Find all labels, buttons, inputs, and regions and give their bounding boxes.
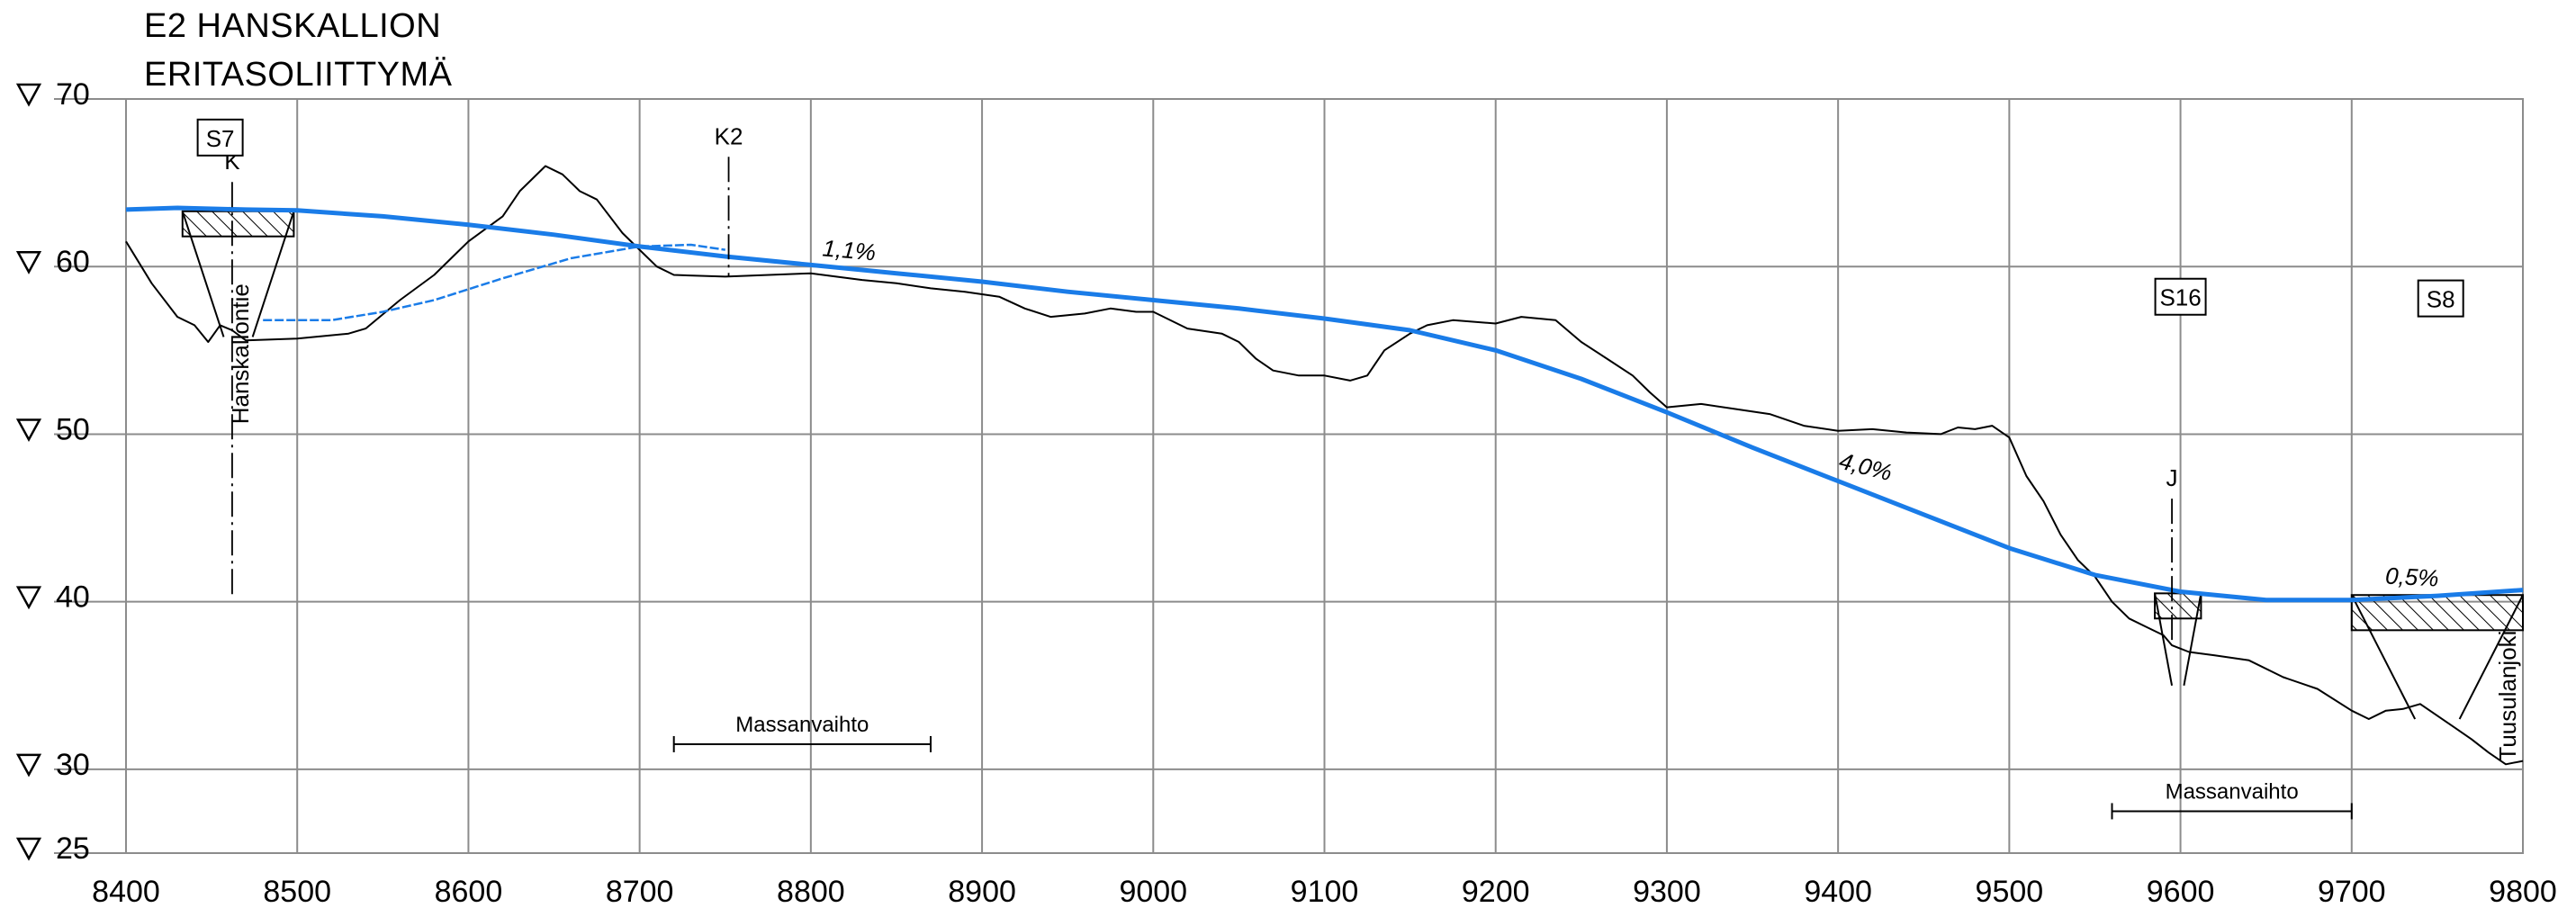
elevation-triangle-icon	[15, 250, 42, 274]
elevation-triangle-icon	[15, 418, 42, 443]
y-tick-label: 70	[56, 77, 90, 112]
cross-section-slope	[2350, 594, 2417, 720]
station-marker-label: K2	[715, 122, 743, 149]
cross-section-slope	[2183, 593, 2202, 686]
x-tick-label: 9200	[1462, 875, 1530, 908]
grade-label: 1,1%	[822, 234, 878, 265]
y-tick-label: 25	[56, 832, 90, 866]
grade-label: 4,0%	[1836, 447, 1895, 486]
y-tick-label: 50	[56, 412, 90, 446]
cross-section-slope	[2458, 594, 2524, 720]
grid	[54, 98, 2524, 854]
marker-box-label: S8	[2427, 286, 2455, 313]
x-tick-label: 9300	[1633, 875, 1701, 908]
marker-box-label: S16	[2159, 284, 2201, 311]
y-tick-label: 30	[56, 748, 90, 782]
terrain-line	[125, 165, 2524, 766]
x-tick-label: 8700	[606, 875, 674, 908]
cross-section-slope	[2154, 593, 2174, 686]
span-label: Massanvaihto	[2166, 779, 2299, 804]
y-tick-label: 40	[56, 580, 90, 615]
x-tick-label: 9800	[2489, 875, 2557, 908]
design-grade-line-line	[125, 205, 2524, 603]
x-tick-label: 8900	[948, 875, 1016, 908]
road-name-label: Tuusulanjoki	[2494, 631, 2521, 761]
x-tick-label: 8800	[777, 875, 845, 908]
cross-section-hatch	[2154, 592, 2202, 620]
series	[125, 165, 2524, 766]
marker-box-label: S7	[206, 125, 235, 152]
elevation-triangle-icon	[15, 83, 42, 107]
x-tick-label: 9400	[1804, 875, 1872, 908]
labels: 8400 8500 8600 8700 8800 8900 9000 9100 9200 9300…	[15, 77, 2557, 908]
cross-section-hatch	[181, 210, 295, 238]
marker-box	[2417, 279, 2464, 318]
elevation-triangle-icon	[15, 753, 42, 778]
x-tick-label: 8600	[435, 875, 503, 908]
marker-box	[196, 118, 244, 157]
x-tick-label: 9100	[1291, 875, 1359, 908]
x-tick-label: 9600	[2147, 875, 2215, 908]
x-tick-label: 8400	[92, 875, 160, 908]
road-name-label: Hanskallontie	[227, 283, 254, 424]
x-tick-label: 9700	[2318, 875, 2386, 908]
secondary-alignment-line	[263, 243, 725, 322]
x-tick-label: 8500	[263, 875, 331, 908]
x-tick-label: 9000	[1119, 875, 1187, 908]
title-line-1: E2 HANSKALLION	[144, 7, 442, 45]
elevation-triangle-icon	[15, 586, 42, 610]
title-line-2: ERITASOLIITTYMÄ	[144, 56, 453, 94]
grade-label: 0,5%	[2384, 562, 2439, 592]
cross-section-slope	[181, 211, 225, 337]
station-marker-label: J	[2166, 464, 2178, 491]
elevation-triangle-icon	[15, 837, 42, 861]
marker-box	[2154, 277, 2207, 316]
cross-section-slope	[251, 211, 295, 337]
x-tick-label: 9500	[1976, 875, 2044, 908]
span-label: Massanvaihto	[735, 713, 869, 737]
y-tick-label: 60	[56, 245, 90, 279]
